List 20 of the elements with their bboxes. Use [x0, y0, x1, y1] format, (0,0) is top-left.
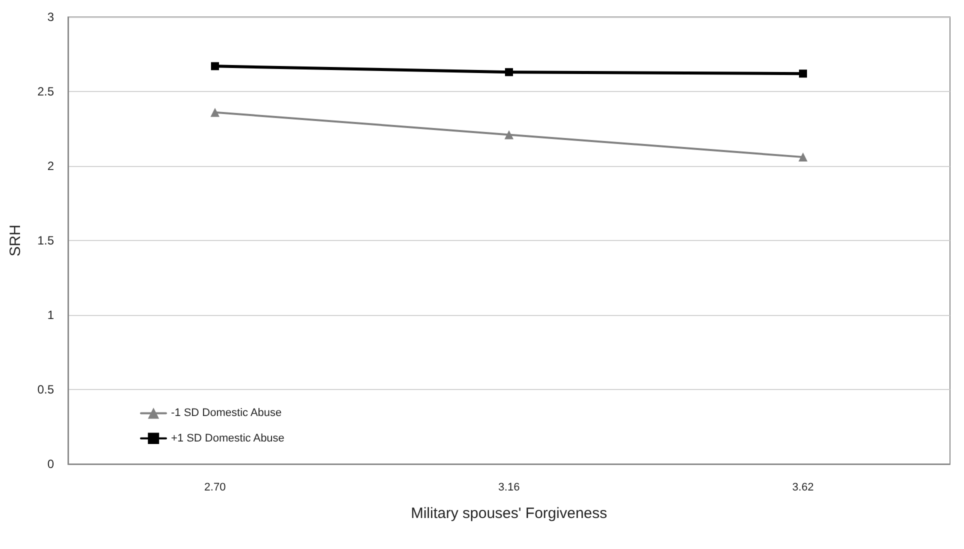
y-tick-label: 1.5 [37, 234, 54, 248]
point [504, 130, 514, 140]
point [505, 68, 513, 76]
x-tick-label: 3.16 [498, 482, 520, 494]
y-tick-label: 2 [47, 159, 54, 173]
x-tick-label: 3.62 [792, 482, 814, 494]
y-tick-label: 0.5 [37, 382, 54, 396]
x-tick-label: 2.70 [204, 482, 226, 494]
y-tick-label: 1 [47, 308, 54, 322]
x-axis-title: Military spouses' Forgiveness [410, 505, 608, 522]
legend-label: -1 SD Domestic Abuse [171, 407, 282, 420]
y-tick-label: 2.5 [37, 84, 54, 98]
point [210, 108, 220, 117]
point [211, 62, 219, 70]
y-axis-title: SRH [7, 224, 24, 256]
point [798, 152, 808, 162]
y-tick-label: 3 [47, 10, 54, 24]
y-tick-label: 0 [47, 457, 54, 471]
point [799, 70, 807, 78]
legend-label: +1 SD Domestic Abuse [171, 432, 284, 444]
